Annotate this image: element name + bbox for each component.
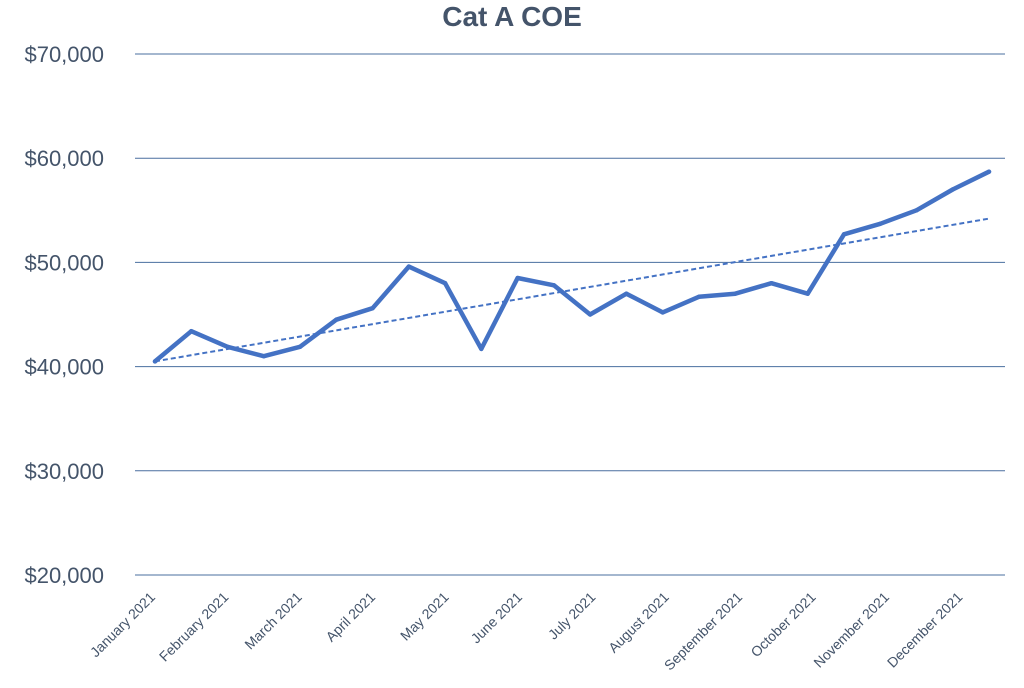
series-line: [152, 169, 992, 364]
data-point: [551, 283, 557, 288]
data-point: [225, 344, 230, 350]
data-point: [696, 294, 702, 299]
data-point: [660, 310, 665, 315]
data-point: [732, 291, 738, 296]
y-tick-label: $20,000: [24, 563, 104, 588]
data-point: [624, 291, 629, 296]
data-point: [587, 312, 593, 317]
data-point: [261, 353, 266, 359]
series-group: [152, 169, 992, 364]
y-tick-label: $60,000: [24, 146, 104, 171]
data-point: [442, 281, 448, 286]
data-point: [152, 359, 158, 364]
data-point: [769, 281, 774, 286]
trendline: [154, 217, 990, 363]
y-tick-label: $50,000: [24, 250, 104, 275]
data-point: [841, 232, 847, 237]
y-tick-label: $70,000: [24, 42, 104, 67]
data-point: [986, 169, 992, 174]
data-point: [950, 187, 955, 192]
y-tick-label: $40,000: [24, 355, 104, 380]
y-axis-tick-labels: $20,000 $30,000 $40,000 $50,000 $60,000 $70,0…: [24, 42, 104, 588]
data-point: [297, 344, 303, 350]
gridlines: [135, 53, 1005, 576]
data-point: [914, 208, 919, 213]
chart-title: Cat A COE: [442, 1, 582, 32]
data-point: [370, 306, 375, 311]
data-point: [406, 264, 412, 269]
y-tick-label: $30,000: [24, 459, 104, 484]
data-point: [189, 328, 194, 334]
data-point: [479, 346, 484, 352]
data-point: [805, 291, 810, 296]
data-point: [878, 221, 883, 227]
data-point: [515, 275, 520, 281]
data-point: [334, 317, 339, 322]
